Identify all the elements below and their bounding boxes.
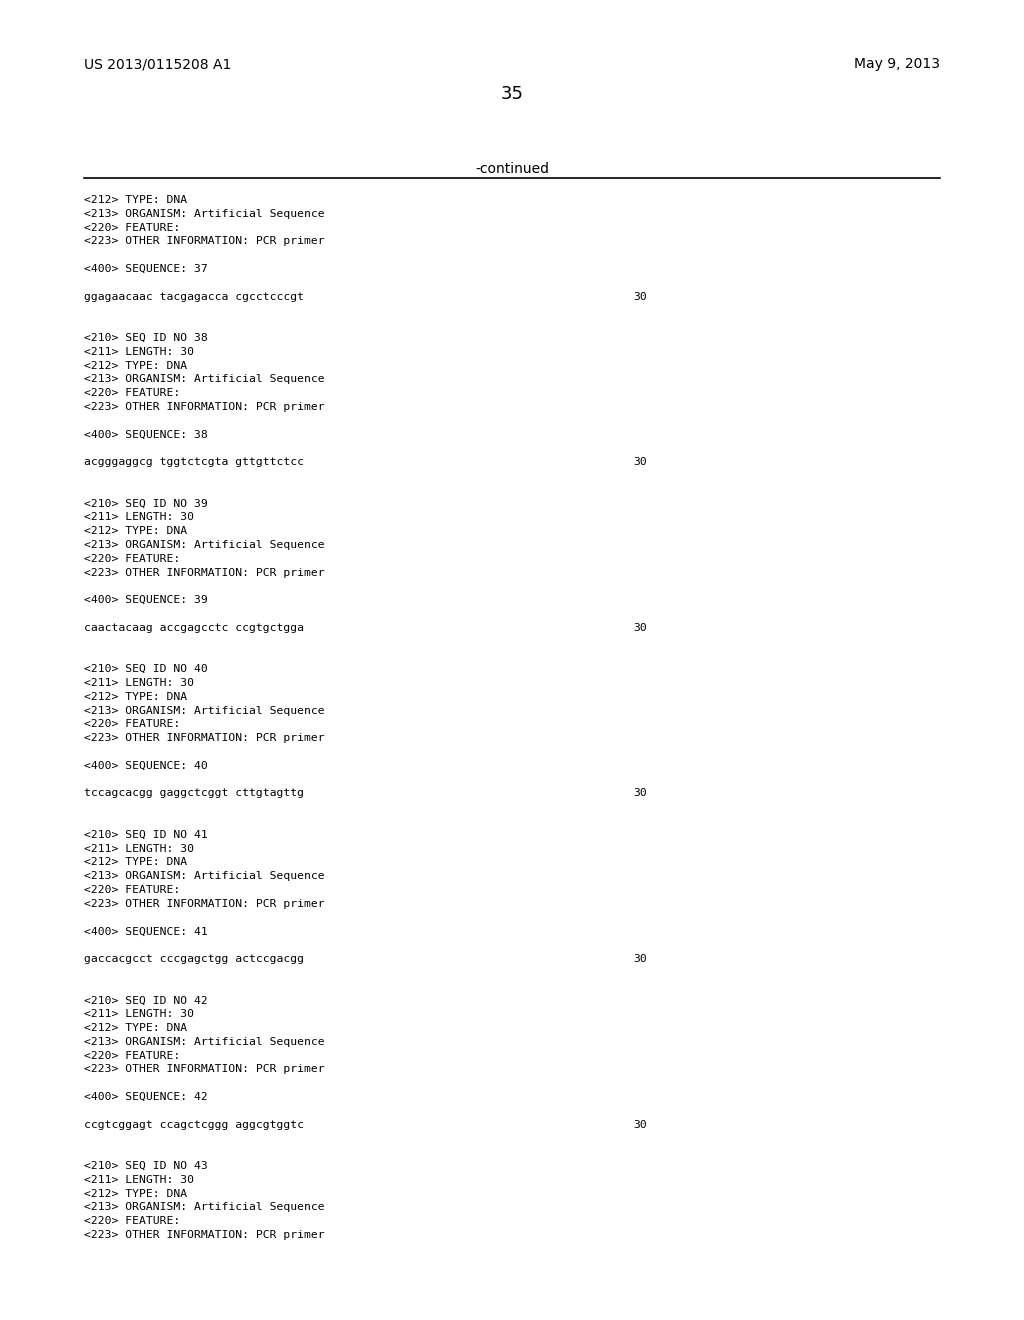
Text: <211> LENGTH: 30: <211> LENGTH: 30 xyxy=(84,1010,194,1019)
Text: acgggaggcg tggtctcgta gttgttctcc: acgggaggcg tggtctcgta gttgttctcc xyxy=(84,457,304,467)
Text: <211> LENGTH: 30: <211> LENGTH: 30 xyxy=(84,678,194,688)
Text: <211> LENGTH: 30: <211> LENGTH: 30 xyxy=(84,1175,194,1185)
Text: <400> SEQUENCE: 40: <400> SEQUENCE: 40 xyxy=(84,760,208,771)
Text: tccagcacgg gaggctcggt cttgtagttg: tccagcacgg gaggctcggt cttgtagttg xyxy=(84,788,304,799)
Text: <400> SEQUENCE: 42: <400> SEQUENCE: 42 xyxy=(84,1092,208,1102)
Text: <400> SEQUENCE: 38: <400> SEQUENCE: 38 xyxy=(84,429,208,440)
Text: <213> ORGANISM: Artificial Sequence: <213> ORGANISM: Artificial Sequence xyxy=(84,209,325,219)
Text: <212> TYPE: DNA: <212> TYPE: DNA xyxy=(84,1188,187,1199)
Text: <213> ORGANISM: Artificial Sequence: <213> ORGANISM: Artificial Sequence xyxy=(84,375,325,384)
Text: <210> SEQ ID NO 42: <210> SEQ ID NO 42 xyxy=(84,995,208,1006)
Text: 30: 30 xyxy=(633,292,646,301)
Text: <211> LENGTH: 30: <211> LENGTH: 30 xyxy=(84,347,194,356)
Text: 30: 30 xyxy=(633,457,646,467)
Text: <220> FEATURE:: <220> FEATURE: xyxy=(84,223,180,232)
Text: <220> FEATURE:: <220> FEATURE: xyxy=(84,1051,180,1060)
Text: 30: 30 xyxy=(633,788,646,799)
Text: <400> SEQUENCE: 37: <400> SEQUENCE: 37 xyxy=(84,264,208,275)
Text: <212> TYPE: DNA: <212> TYPE: DNA xyxy=(84,195,187,205)
Text: <400> SEQUENCE: 41: <400> SEQUENCE: 41 xyxy=(84,927,208,936)
Text: -continued: -continued xyxy=(475,162,549,176)
Text: <220> FEATURE:: <220> FEATURE: xyxy=(84,1216,180,1226)
Text: <211> LENGTH: 30: <211> LENGTH: 30 xyxy=(84,512,194,523)
Text: 35: 35 xyxy=(501,84,523,103)
Text: <213> ORGANISM: Artificial Sequence: <213> ORGANISM: Artificial Sequence xyxy=(84,540,325,550)
Text: <223> OTHER INFORMATION: PCR primer: <223> OTHER INFORMATION: PCR primer xyxy=(84,236,325,247)
Text: <210> SEQ ID NO 38: <210> SEQ ID NO 38 xyxy=(84,333,208,343)
Text: May 9, 2013: May 9, 2013 xyxy=(854,57,940,71)
Text: <212> TYPE: DNA: <212> TYPE: DNA xyxy=(84,858,187,867)
Text: <223> OTHER INFORMATION: PCR primer: <223> OTHER INFORMATION: PCR primer xyxy=(84,568,325,578)
Text: <223> OTHER INFORMATION: PCR primer: <223> OTHER INFORMATION: PCR primer xyxy=(84,1064,325,1074)
Text: <212> TYPE: DNA: <212> TYPE: DNA xyxy=(84,527,187,536)
Text: ggagaacaac tacgagacca cgcctcccgt: ggagaacaac tacgagacca cgcctcccgt xyxy=(84,292,304,301)
Text: <213> ORGANISM: Artificial Sequence: <213> ORGANISM: Artificial Sequence xyxy=(84,1203,325,1212)
Text: <212> TYPE: DNA: <212> TYPE: DNA xyxy=(84,692,187,702)
Text: <223> OTHER INFORMATION: PCR primer: <223> OTHER INFORMATION: PCR primer xyxy=(84,403,325,412)
Text: <223> OTHER INFORMATION: PCR primer: <223> OTHER INFORMATION: PCR primer xyxy=(84,899,325,908)
Text: <210> SEQ ID NO 39: <210> SEQ ID NO 39 xyxy=(84,499,208,508)
Text: gaccacgcct cccgagctgg actccgacgg: gaccacgcct cccgagctgg actccgacgg xyxy=(84,954,304,964)
Text: <220> FEATURE:: <220> FEATURE: xyxy=(84,388,180,399)
Text: <213> ORGANISM: Artificial Sequence: <213> ORGANISM: Artificial Sequence xyxy=(84,1036,325,1047)
Text: 30: 30 xyxy=(633,1119,646,1130)
Text: <213> ORGANISM: Artificial Sequence: <213> ORGANISM: Artificial Sequence xyxy=(84,871,325,882)
Text: <213> ORGANISM: Artificial Sequence: <213> ORGANISM: Artificial Sequence xyxy=(84,706,325,715)
Text: ccgtcggagt ccagctcggg aggcgtggtc: ccgtcggagt ccagctcggg aggcgtggtc xyxy=(84,1119,304,1130)
Text: 30: 30 xyxy=(633,623,646,632)
Text: <220> FEATURE:: <220> FEATURE: xyxy=(84,554,180,564)
Text: <223> OTHER INFORMATION: PCR primer: <223> OTHER INFORMATION: PCR primer xyxy=(84,733,325,743)
Text: <210> SEQ ID NO 41: <210> SEQ ID NO 41 xyxy=(84,830,208,840)
Text: <212> TYPE: DNA: <212> TYPE: DNA xyxy=(84,1023,187,1034)
Text: <210> SEQ ID NO 43: <210> SEQ ID NO 43 xyxy=(84,1162,208,1171)
Text: <223> OTHER INFORMATION: PCR primer: <223> OTHER INFORMATION: PCR primer xyxy=(84,1230,325,1239)
Text: <212> TYPE: DNA: <212> TYPE: DNA xyxy=(84,360,187,371)
Text: <220> FEATURE:: <220> FEATURE: xyxy=(84,884,180,895)
Text: 30: 30 xyxy=(633,954,646,964)
Text: <400> SEQUENCE: 39: <400> SEQUENCE: 39 xyxy=(84,595,208,605)
Text: <210> SEQ ID NO 40: <210> SEQ ID NO 40 xyxy=(84,664,208,675)
Text: US 2013/0115208 A1: US 2013/0115208 A1 xyxy=(84,57,231,71)
Text: <211> LENGTH: 30: <211> LENGTH: 30 xyxy=(84,843,194,854)
Text: <220> FEATURE:: <220> FEATURE: xyxy=(84,719,180,730)
Text: caactacaag accgagcctc ccgtgctgga: caactacaag accgagcctc ccgtgctgga xyxy=(84,623,304,632)
